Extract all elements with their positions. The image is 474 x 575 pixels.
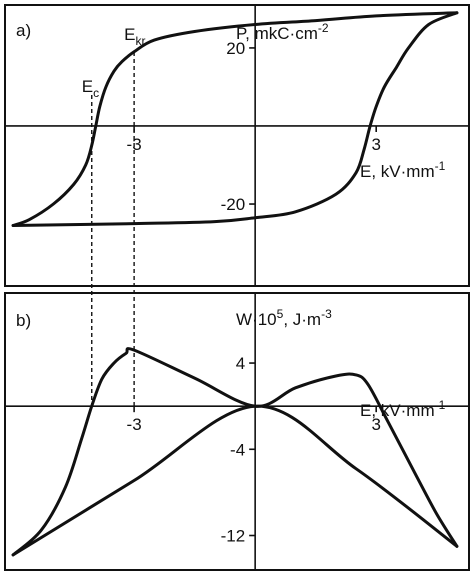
panel-a-label: a) <box>16 21 31 40</box>
panel-b: 4 -4 -12 -3 3 b) W·105, J·m-3 E, kV·mm-1 <box>4 292 470 571</box>
panel-b-frame <box>4 292 470 571</box>
panel-a: 20-20-3 3 a) P, mkC·cm-2 E, kV·mm-1 <box>4 4 470 287</box>
y-tick-label: 20 <box>226 39 245 58</box>
y-tick-label: -4 <box>230 440 245 459</box>
x-tick-label: 3 <box>371 415 380 434</box>
panel-b-x-axis-label: E, kV·mm-1 <box>360 398 446 420</box>
marker-label-kr: Ekr <box>124 25 145 48</box>
x-tick-label: 3 <box>371 135 380 154</box>
panel-a-curve-descending <box>11 11 459 227</box>
marker-label-c: Ec <box>82 77 99 100</box>
panel-b-label: b) <box>16 311 31 330</box>
panel-b-curve-outer <box>11 347 459 557</box>
panel-a-y-axis-label: P, mkC·cm-2 <box>236 21 329 43</box>
panel-a-curve-ascending <box>11 11 459 227</box>
x-tick-label: -3 <box>127 415 142 434</box>
y-tick-label: -20 <box>221 195 246 214</box>
panel-a-frame <box>4 4 470 287</box>
panel-b-curve-inner <box>11 404 459 557</box>
panel-b-y-axis-label: W·105, J·m-3 <box>236 307 332 329</box>
y-tick-label: 4 <box>236 354 245 373</box>
y-tick-label: -12 <box>221 527 246 546</box>
panel-a-x-axis-label: E, kV·mm-1 <box>360 159 446 181</box>
